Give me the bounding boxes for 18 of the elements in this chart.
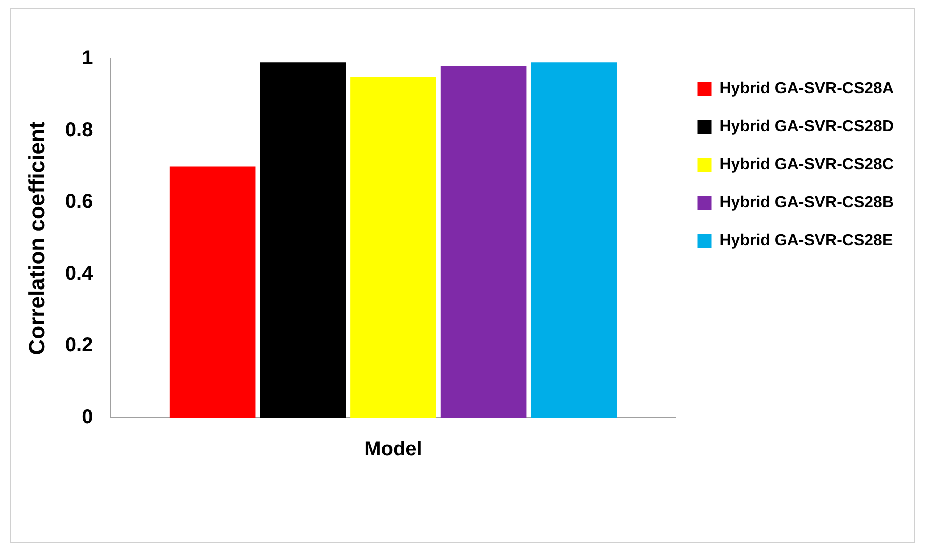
legend-label: Hybrid GA-SVR-CS28C (720, 156, 894, 174)
legend-label: Hybrid GA-SVR-CS28D (720, 118, 894, 136)
legend-label: Hybrid GA-SVR-CS28A (720, 80, 894, 98)
y-axis-title: Correlation coefficient (24, 121, 50, 356)
x-tick-label: Model (364, 438, 422, 461)
y-tick-label: 0.8 (65, 119, 94, 142)
y-tick-label: 1 (82, 48, 94, 70)
bar (531, 62, 618, 418)
legend-label: Hybrid GA-SVR-CS28E (720, 232, 894, 250)
y-tick-label: 0.4 (65, 262, 94, 285)
y-tick-label: 0.2 (65, 334, 94, 357)
y-tick-label: 0.6 (65, 191, 94, 214)
bar (350, 76, 436, 418)
bar (440, 66, 527, 418)
bar (260, 62, 346, 418)
legend-label: Hybrid GA-SVR-CS28B (720, 194, 894, 212)
bar (170, 166, 256, 418)
y-tick-label: 0 (82, 406, 94, 429)
